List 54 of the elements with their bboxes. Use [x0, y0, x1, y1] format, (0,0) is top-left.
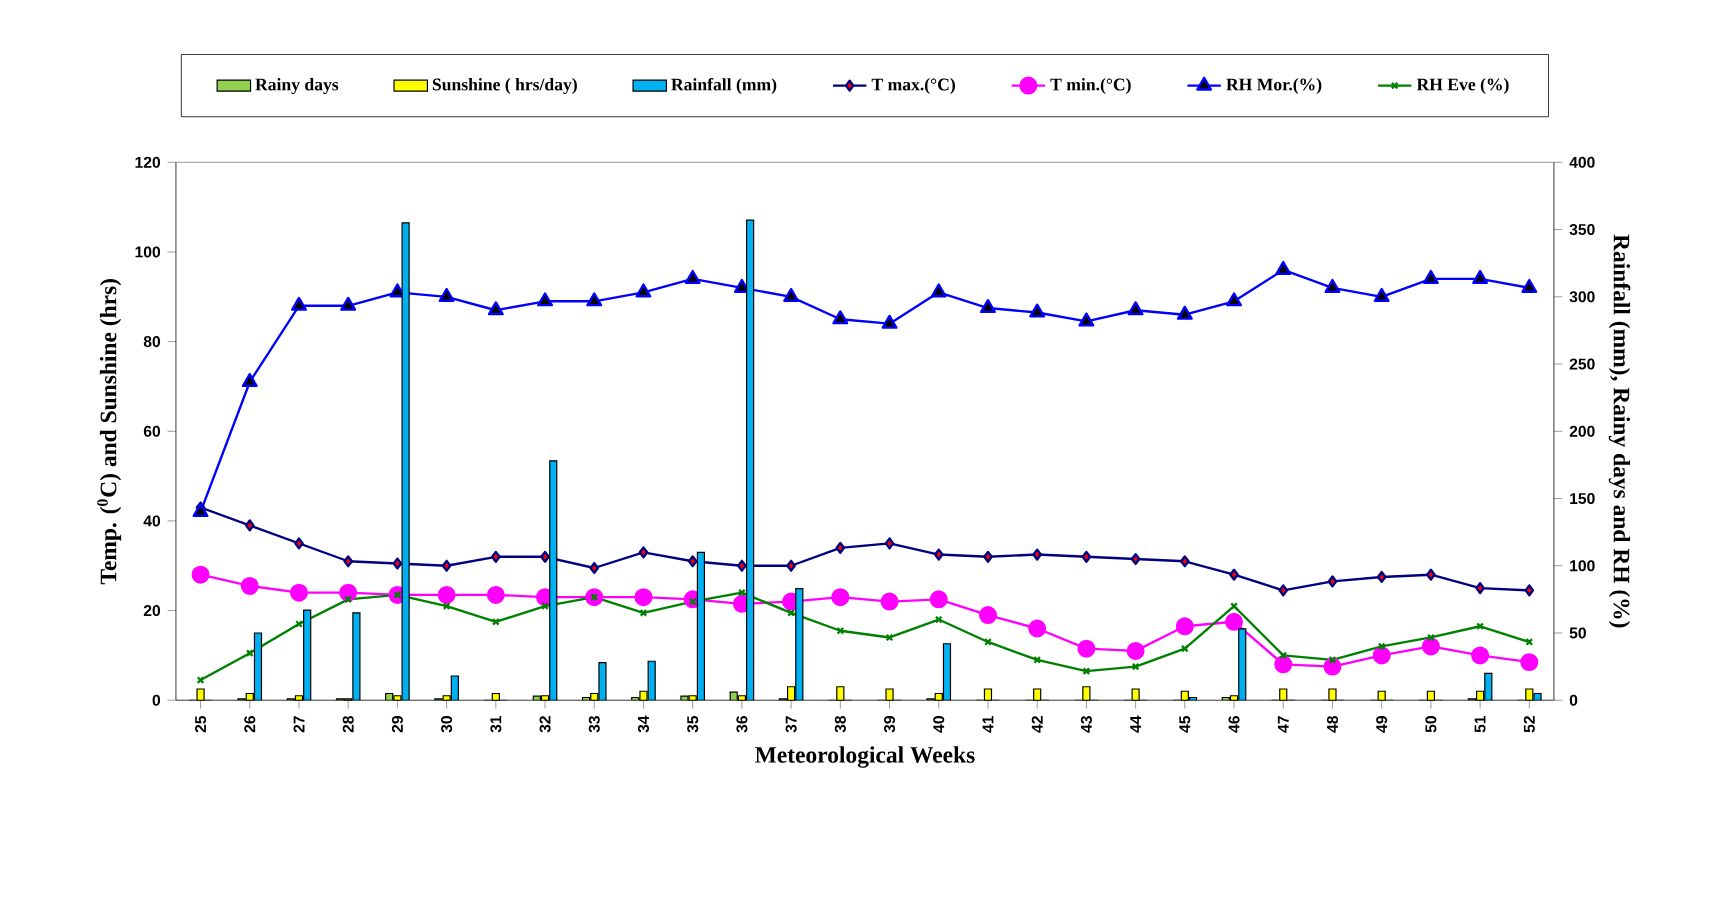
- y2-tick-label: 350: [1569, 224, 1595, 236]
- x-tick-label: 31: [490, 716, 502, 733]
- x-tick-label: 33: [588, 716, 600, 733]
- x-tick-label: 48: [1326, 716, 1338, 733]
- x-tick-label: 27: [293, 716, 305, 733]
- x-tick-label: 47: [1277, 716, 1289, 733]
- x-tick-label: 51: [1474, 716, 1486, 733]
- y2-tick-label: 250: [1569, 358, 1595, 370]
- legend-label: Sunshine ( hrs/day): [432, 78, 577, 95]
- x-tick-label: 52: [1523, 716, 1535, 733]
- x-tick-label: 36: [736, 716, 748, 733]
- x-tick-label: 41: [982, 716, 994, 733]
- x-tick-label: 25: [195, 716, 207, 733]
- x-axis-title: Meteorological Weeks: [755, 746, 975, 768]
- legend-label: T max.(°C): [871, 78, 955, 95]
- y2-tick-label: 300: [1569, 291, 1595, 303]
- legend-label: T min.(°C): [1050, 78, 1131, 95]
- legend-label: Rainfall (mm): [671, 78, 777, 95]
- legend-label: Rainy days: [255, 78, 339, 95]
- y-tick-label: 60: [143, 425, 161, 437]
- x-tick-label: 26: [244, 716, 256, 733]
- y2-tick-label: 150: [1570, 493, 1595, 505]
- y2-tick-label: 100: [1570, 560, 1595, 572]
- x-tick-label: 42: [1031, 716, 1043, 733]
- x-tick-label: 34: [637, 715, 650, 733]
- legend-label: RH Eve (%): [1416, 78, 1509, 95]
- x-tick-label: 40: [933, 716, 945, 733]
- x-tick-label: 28: [342, 716, 354, 733]
- y2-tick-label: 200: [1569, 425, 1595, 437]
- y-tick-label: 40: [143, 515, 161, 527]
- y2-axis-title: Rainfall (mm), Rainy days and RH (%): [1608, 234, 1631, 628]
- x-tick-label: 35: [687, 716, 699, 733]
- x-tick-label: 38: [834, 716, 846, 733]
- y-tick-label: 120: [135, 156, 161, 168]
- x-tick-label: 37: [785, 716, 797, 733]
- x-tick-label: 46: [1228, 716, 1240, 733]
- x-tick-label: 30: [441, 716, 453, 733]
- x-tick-label: 44: [1130, 715, 1141, 733]
- y-tick-label: 0: [152, 694, 161, 706]
- y2-tick-label: 400: [1569, 156, 1595, 168]
- y2-tick-label: 0: [1569, 694, 1578, 706]
- x-tick-label: 29: [391, 716, 403, 733]
- y-tick-label: 100: [135, 246, 161, 258]
- y-axis-title: Temp. ($^{0}$C) and Sunshine (hrs): [97, 279, 122, 585]
- y2-tick-label: 50: [1569, 627, 1586, 639]
- x-tick-label: 45: [1179, 716, 1191, 733]
- legend-label: RH Mor.(%): [1226, 78, 1322, 95]
- x-tick-label: 50: [1425, 716, 1437, 733]
- y-tick-label: 80: [143, 336, 161, 348]
- x-tick-label: 32: [539, 716, 551, 733]
- x-tick-label: 39: [884, 716, 896, 733]
- x-tick-label: 43: [1080, 716, 1092, 733]
- y-tick-label: 20: [143, 605, 161, 617]
- x-tick-label: 49: [1376, 716, 1388, 733]
